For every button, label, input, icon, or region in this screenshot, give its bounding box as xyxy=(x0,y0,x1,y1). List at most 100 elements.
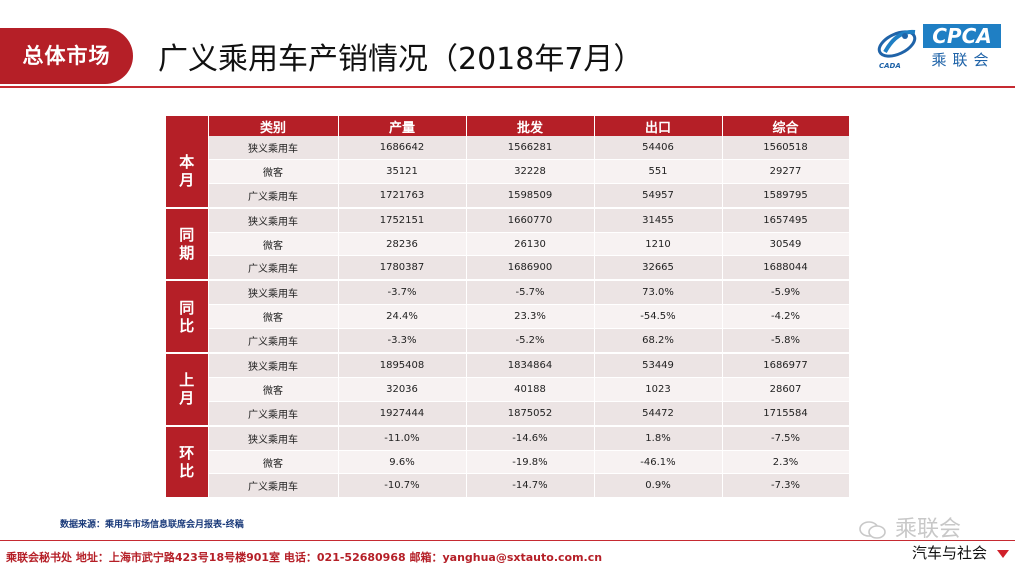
table-row: 广义乘用车 1721763 1598509 54957 1589795 xyxy=(166,183,850,209)
cell-value: 1780387 xyxy=(338,255,467,282)
row-group-char: 期 xyxy=(179,244,195,262)
cell-value: -14.6% xyxy=(466,425,595,451)
cell-value: 29277 xyxy=(722,159,850,184)
cell-value: 1598509 xyxy=(466,183,595,209)
cell-category: 广义乘用车 xyxy=(208,401,339,427)
table-row: 广义乘用车 1780387 1686900 32665 1688044 xyxy=(166,255,850,282)
cell-value: 551 xyxy=(594,159,723,184)
cell-category: 微客 xyxy=(208,159,339,184)
cell-category: 狭义乘用车 xyxy=(208,280,339,306)
cell-value: -7.3% xyxy=(722,473,850,500)
row-group-char: 环 xyxy=(179,444,195,463)
header-production: 产量 xyxy=(338,116,467,136)
cell-value: -3.7% xyxy=(338,280,467,306)
table-row: 广义乘用车 1927444 1875052 54472 1715584 xyxy=(166,401,850,427)
cell-value: -5.7% xyxy=(466,280,595,306)
table-row: 微客 35121 32228 551 29277 xyxy=(166,159,850,184)
row-group-label: 上月 xyxy=(166,353,209,427)
cell-value: 26130 xyxy=(466,232,595,257)
cell-value: -46.1% xyxy=(594,450,723,475)
header-wholesale: 批发 xyxy=(466,116,595,136)
cell-value: 1686977 xyxy=(722,353,850,378)
cell-value: -5.8% xyxy=(722,328,850,355)
cell-value: 1589795 xyxy=(722,183,850,209)
cell-category: 广义乘用车 xyxy=(208,183,339,209)
table-row: 微客 32036 40188 1023 28607 xyxy=(166,377,850,402)
cell-value: 1657495 xyxy=(722,207,850,233)
cell-value: 1210 xyxy=(594,232,723,257)
footer-contact: 乘联会秘书处 地址：上海市武宁路423号18号楼901室 电话：021-5268… xyxy=(6,551,603,564)
cell-value: 54472 xyxy=(594,401,723,427)
cell-value: 28607 xyxy=(722,377,850,402)
header-category: 类别 xyxy=(208,116,339,136)
row-group-label: 环比 xyxy=(166,425,209,500)
table-row: 广义乘用车 -3.3% -5.2% 68.2% -5.8% xyxy=(166,328,850,355)
cell-category: 广义乘用车 xyxy=(208,255,339,282)
row-group-char: 比 xyxy=(179,316,195,335)
row-group-char: 同 xyxy=(179,298,195,317)
cpca-emblem-icon xyxy=(877,29,917,58)
cell-value: 9.6% xyxy=(338,450,467,475)
cell-value: -19.8% xyxy=(466,450,595,475)
cell-value: -11.0% xyxy=(338,425,467,451)
header-total: 综合 xyxy=(722,116,850,136)
cell-value: 73.0% xyxy=(594,280,723,306)
sales-table: 类别 产量 批发 出口 综合 本月狭义乘用车 1686642 1566281 5440… xyxy=(166,116,850,500)
cell-value: 1566281 xyxy=(466,136,595,160)
cell-value: 1721763 xyxy=(338,183,467,209)
table-header-row: 类别 产量 批发 出口 综合 xyxy=(166,116,850,136)
source-note: 数据来源：乘用车市场信息联席会月报表-终稿 xyxy=(60,520,244,530)
cell-value: 68.2% xyxy=(594,328,723,355)
cell-category: 狭义乘用车 xyxy=(208,136,339,160)
cell-value: 32665 xyxy=(594,255,723,282)
cell-category: 广义乘用车 xyxy=(208,328,339,355)
section-tab: 总体市场 xyxy=(0,28,133,84)
row-group-char: 本 xyxy=(179,153,195,172)
cell-value: 0.9% xyxy=(594,473,723,500)
cell-value: -5.2% xyxy=(466,328,595,355)
row-group-char: 上 xyxy=(179,371,195,390)
cell-value: 1688044 xyxy=(722,255,850,282)
row-group-char: 月 xyxy=(179,171,195,190)
cell-value: 28236 xyxy=(338,232,467,257)
cell-value: 54957 xyxy=(594,183,723,209)
wechat-icon xyxy=(859,521,886,539)
cell-value: 1875052 xyxy=(466,401,595,427)
table-row: 上月狭义乘用车 1895408 1834864 53449 1686977 xyxy=(166,353,850,427)
cpca-logo: CPCA 乘联会 CADA xyxy=(875,22,1003,72)
cell-value: 53449 xyxy=(594,353,723,378)
cell-value: 30549 xyxy=(722,232,850,257)
page-title: 广义乘用车产销情况（2018年7月） xyxy=(158,42,644,77)
table-row: 微客 28236 26130 1210 30549 xyxy=(166,232,850,257)
cell-value: 54406 xyxy=(594,136,723,160)
footer-divider xyxy=(0,540,1015,541)
marker-triangle-icon xyxy=(997,550,1009,558)
row-group-char: 同 xyxy=(179,226,195,244)
cell-value: 35121 xyxy=(338,159,467,184)
cell-value: -5.9% xyxy=(722,280,850,306)
cell-category: 广义乘用车 xyxy=(208,473,339,500)
watermark-text-1: 乘联会 xyxy=(895,517,962,542)
cell-value: 1752151 xyxy=(338,207,467,233)
row-group-label: 同比 xyxy=(166,280,209,355)
row-group-label: 同期 xyxy=(166,207,209,282)
cell-category: 微客 xyxy=(208,304,339,330)
header-divider xyxy=(0,86,1015,88)
cell-value: 1686642 xyxy=(338,136,467,160)
cell-value: 1023 xyxy=(594,377,723,402)
row-group-char: 月 xyxy=(179,389,195,408)
cell-value: -14.7% xyxy=(466,473,595,500)
cell-value: 1560518 xyxy=(722,136,850,160)
cell-value: -3.3% xyxy=(338,328,467,355)
cell-category: 狭义乘用车 xyxy=(208,425,339,451)
table-row: 广义乘用车 -10.7% -14.7% 0.9% -7.3% xyxy=(166,473,850,500)
cell-category: 狭义乘用车 xyxy=(208,353,339,378)
watermark-wechat: 乘联会 xyxy=(858,511,961,543)
cell-value: 1895408 xyxy=(338,353,467,378)
row-group-label: 本月 xyxy=(166,136,209,209)
cell-value: 1686900 xyxy=(466,255,595,282)
table-row: 环比狭义乘用车 -11.0% -14.6% 1.8% -7.5% xyxy=(166,425,850,500)
cell-value: -7.5% xyxy=(722,425,850,451)
logo-cn-text: 乘联会 xyxy=(931,51,995,69)
cell-category: 狭义乘用车 xyxy=(208,207,339,233)
